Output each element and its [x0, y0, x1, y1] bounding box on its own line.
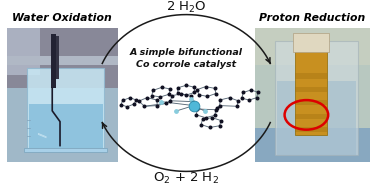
Point: [136, 100, 142, 103]
Point: [189, 100, 195, 103]
Bar: [7, 56, 118, 65]
Point: [204, 95, 211, 98]
Point: [119, 99, 125, 102]
Point: [158, 100, 164, 103]
Point: [141, 105, 147, 108]
Point: [144, 96, 150, 99]
Point: [212, 87, 218, 90]
Point: [239, 97, 245, 100]
Bar: [7, 28, 40, 75]
Point: [157, 95, 163, 98]
Point: [203, 85, 209, 88]
Point: [214, 106, 220, 109]
Point: [167, 88, 174, 91]
Bar: [24, 148, 107, 152]
Point: [207, 126, 213, 129]
Point: [202, 110, 208, 113]
Point: [218, 119, 224, 122]
Point: [166, 93, 172, 96]
Point: [209, 116, 215, 119]
Bar: [295, 73, 327, 79]
Point: [240, 91, 246, 94]
Point: [127, 96, 133, 99]
Point: [189, 105, 195, 108]
Point: [178, 92, 184, 95]
Bar: [51, 34, 56, 88]
Point: [235, 99, 241, 102]
Point: [133, 98, 139, 101]
Point: [154, 104, 160, 107]
Point: [191, 86, 197, 89]
Point: [153, 98, 160, 101]
Point: [217, 104, 223, 107]
Point: [175, 92, 181, 94]
Bar: [7, 28, 118, 162]
Point: [194, 108, 200, 110]
Bar: [56, 36, 59, 79]
Point: [213, 92, 219, 95]
Text: 2 H$_2$O: 2 H$_2$O: [166, 0, 207, 15]
Bar: [255, 28, 370, 162]
Point: [226, 96, 232, 99]
Point: [213, 108, 219, 111]
Point: [254, 96, 260, 99]
Point: [234, 105, 240, 108]
Text: A simple bifunctional
Co corrole catalyst: A simple bifunctional Co corrole catalys…: [130, 48, 243, 69]
Bar: [293, 33, 329, 52]
Point: [255, 91, 261, 94]
Point: [183, 94, 189, 97]
Point: [124, 105, 130, 108]
Bar: [295, 113, 327, 119]
Point: [212, 114, 218, 117]
Point: [149, 94, 155, 97]
Point: [188, 95, 194, 98]
Point: [200, 118, 206, 121]
Point: [187, 97, 194, 100]
Point: [246, 99, 252, 102]
Point: [191, 91, 197, 94]
Bar: [277, 81, 356, 155]
Point: [159, 86, 165, 89]
Point: [198, 123, 204, 126]
Point: [169, 94, 175, 97]
Point: [118, 103, 124, 106]
Point: [248, 89, 254, 92]
Text: Proton Reduction: Proton Reduction: [259, 13, 365, 23]
Point: [194, 88, 200, 91]
Point: [183, 84, 189, 87]
Bar: [295, 127, 327, 132]
Point: [203, 116, 209, 119]
Point: [217, 98, 223, 101]
Bar: [255, 28, 370, 65]
Point: [196, 93, 202, 96]
Bar: [27, 68, 104, 148]
Point: [173, 110, 179, 113]
Bar: [295, 87, 327, 92]
Bar: [7, 28, 118, 88]
Point: [191, 104, 197, 107]
Point: [167, 99, 174, 102]
Bar: [29, 104, 102, 148]
Bar: [255, 128, 370, 162]
Text: O$_2$ + 2 H$_2$: O$_2$ + 2 H$_2$: [153, 171, 219, 186]
Point: [150, 89, 156, 92]
Point: [163, 102, 169, 105]
Point: [132, 102, 138, 105]
Text: Water Oxidation: Water Oxidation: [12, 13, 112, 23]
Bar: [295, 38, 327, 135]
Point: [193, 113, 199, 116]
Point: [217, 124, 223, 127]
Bar: [276, 41, 358, 155]
Bar: [295, 100, 327, 105]
Point: [175, 86, 181, 89]
